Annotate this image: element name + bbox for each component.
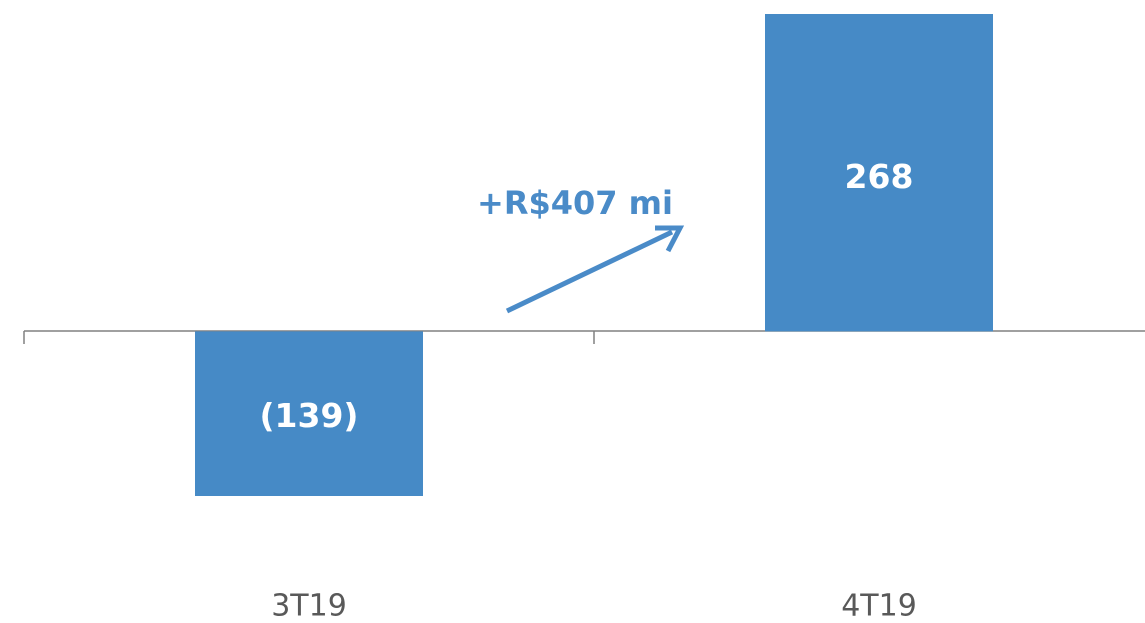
- value-label: (139): [259, 396, 358, 435]
- x-tick-label: 4T19: [841, 589, 917, 623]
- annotation: +R$407 mi: [477, 184, 673, 222]
- bar: [195, 331, 423, 496]
- arrow-head: [655, 225, 685, 253]
- bar: [765, 14, 993, 332]
- x-tick-label: 3T19: [271, 589, 347, 623]
- value-label: 268: [845, 157, 914, 196]
- annotation-arrow: [505, 229, 674, 314]
